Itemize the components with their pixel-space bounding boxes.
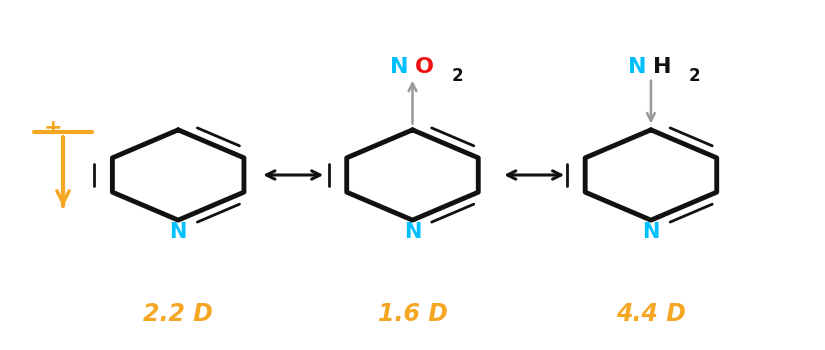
Text: N: N <box>629 57 647 77</box>
Text: N: N <box>642 222 660 242</box>
Text: N: N <box>390 57 408 77</box>
Text: H: H <box>653 57 672 77</box>
Text: 4.4 D: 4.4 D <box>616 302 686 326</box>
Text: +: + <box>44 118 63 138</box>
Text: O: O <box>415 57 434 77</box>
Text: 2: 2 <box>689 67 700 85</box>
Text: 2: 2 <box>452 67 464 85</box>
Text: 1.6 D: 1.6 D <box>378 302 447 326</box>
Text: N: N <box>169 222 186 242</box>
Text: N: N <box>403 222 422 242</box>
Text: 2.2 D: 2.2 D <box>144 302 213 326</box>
